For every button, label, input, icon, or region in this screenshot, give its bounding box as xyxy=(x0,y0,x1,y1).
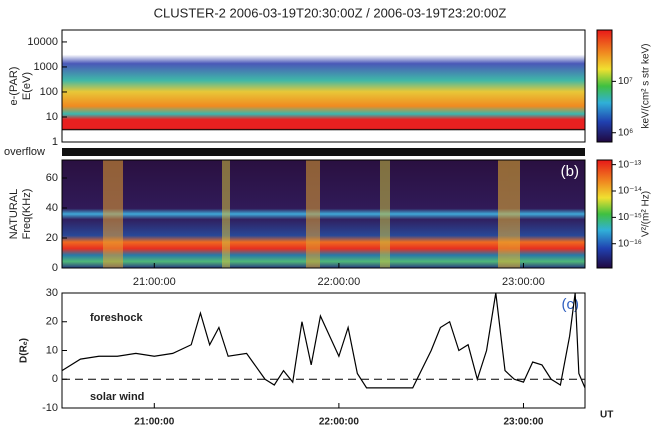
y-tick-label: 40 xyxy=(46,202,58,214)
x-unit: UT xyxy=(600,410,613,421)
x-tick-label: 21:00:00 xyxy=(133,276,176,288)
y-tick-label: -10 xyxy=(42,402,58,414)
spectrogram-a xyxy=(62,30,585,142)
colorbar-label: V²/(m² Hz) xyxy=(641,191,652,237)
panel-frame xyxy=(61,159,586,269)
panel-label: (b) xyxy=(561,163,579,180)
colorbar-label: keV/(cm² s str keV) xyxy=(641,43,652,128)
data-line xyxy=(61,292,586,389)
y-label: E(eV) xyxy=(21,72,33,100)
x-tick-label: 23:00:00 xyxy=(502,276,545,288)
y-tick-label: 1 xyxy=(52,136,58,148)
y-tick-label: 10 xyxy=(46,344,58,356)
colorbar-tick-label: 10⁻¹⁵ xyxy=(618,212,642,223)
annotation: solar wind xyxy=(90,391,144,403)
y-label: NATURAL xyxy=(8,189,20,240)
colorbar-tick-label: 10⁶ xyxy=(618,127,633,138)
x-tick-label: 22:00:00 xyxy=(317,276,360,288)
x-tick-label: 23:00:00 xyxy=(503,417,543,425)
colorbar-a xyxy=(596,29,613,143)
panel-frame xyxy=(61,29,586,143)
overflow-bar xyxy=(62,148,585,156)
title: CLUSTER-2 2006-03-19T20:30:00Z / 2006-03… xyxy=(154,5,507,20)
x-tick-label: 21:00:00 xyxy=(134,417,174,425)
panel-label: (a) xyxy=(561,33,579,50)
y-label: e-(PAR) xyxy=(8,67,20,106)
y-tick-label: 10000 xyxy=(27,36,58,48)
colorbar-tick-label: 10⁻¹⁴ xyxy=(618,186,642,197)
x-tick-label: 22:00:00 xyxy=(319,417,359,425)
y-tick-label: 0 xyxy=(52,373,58,385)
y-tick-label: 100 xyxy=(40,86,58,98)
y-tick-label: 30 xyxy=(46,287,58,299)
y-tick-label: 20 xyxy=(46,232,58,244)
spectrogram-bursts xyxy=(103,160,520,268)
colorbar-b xyxy=(596,159,613,269)
y-tick-label: 0 xyxy=(52,262,58,274)
annotation: foreshock xyxy=(90,312,143,324)
colorbar-tick-label: 10⁻¹³ xyxy=(618,159,642,170)
y-tick-label: 1000 xyxy=(34,61,58,73)
y-tick-label: 20 xyxy=(46,316,58,328)
y-tick-label: 60 xyxy=(46,172,58,184)
spectrogram-b xyxy=(62,160,585,268)
colorbar-tick-label: 10⁷ xyxy=(618,76,633,87)
y-tick-label: 10 xyxy=(46,111,58,123)
y-label: Freq(KHz) xyxy=(21,189,33,240)
colorbar-tick-label: 10⁻¹⁶ xyxy=(618,238,642,249)
y-label: D(Rₑ) xyxy=(19,338,30,363)
overflow-label: overflow xyxy=(4,146,45,158)
